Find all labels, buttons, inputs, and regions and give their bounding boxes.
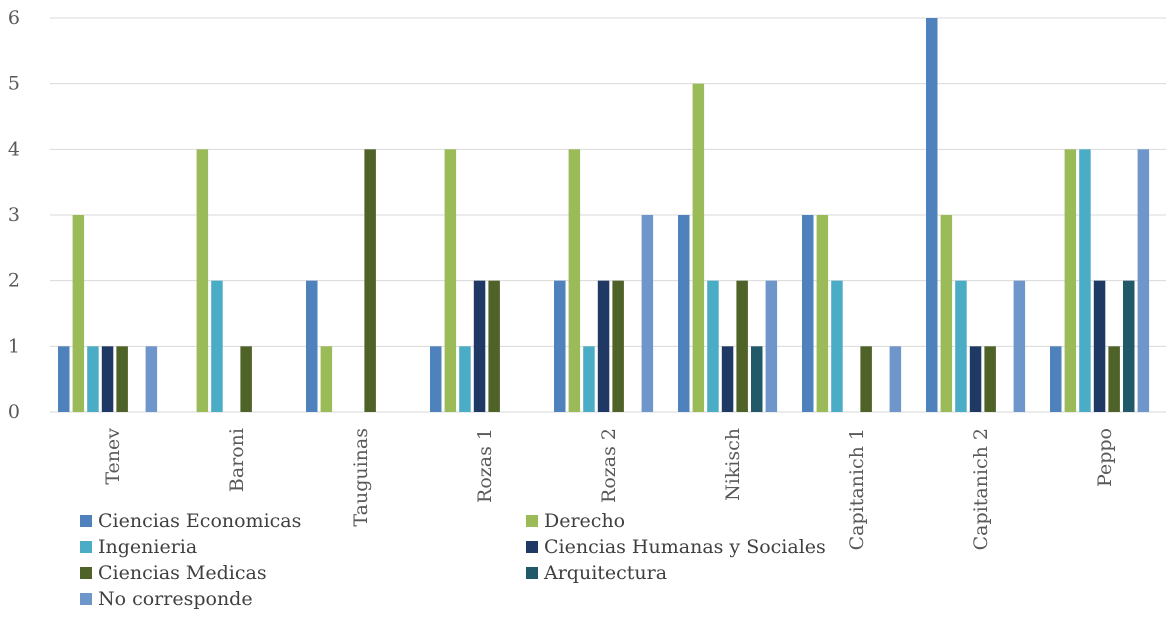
x-tick-label: Tauguinas [350, 428, 372, 527]
legend: Ciencias Economicas Derecho Ingenieria Cien… [80, 508, 880, 613]
y-tick-label: 5 [8, 73, 20, 95]
legend-item: Ingenieria [80, 534, 197, 560]
bar [678, 215, 690, 412]
bar [597, 280, 610, 412]
legend-item: Derecho [526, 508, 625, 534]
bar [145, 346, 158, 412]
bar [211, 280, 223, 412]
y-tick-label: 3 [8, 204, 20, 226]
bar [444, 149, 457, 413]
bar [583, 346, 595, 412]
bar [860, 346, 872, 412]
bar [831, 280, 843, 412]
x-axis-labels: Tenev Baroni Tauguinas Rozas 1 Rozas 2 Nikisc… [102, 428, 1116, 551]
bar [87, 346, 99, 412]
bar [969, 346, 982, 412]
bar [1064, 149, 1077, 413]
bar [1050, 346, 1062, 412]
bar [1137, 149, 1150, 413]
x-tick-label: Rozas 1 [474, 428, 496, 503]
legend-swatch [526, 567, 538, 579]
legend-item: Ciencias Economicas [80, 508, 301, 534]
y-tick-label: 0 [8, 401, 20, 423]
bar [58, 346, 70, 412]
legend-swatch [80, 593, 92, 605]
bar [984, 346, 996, 412]
bar [1013, 280, 1026, 412]
bar [568, 149, 581, 413]
y-axis-ticks: 0 1 2 3 4 5 6 [8, 7, 20, 423]
x-tick-label: Tenev [102, 428, 124, 485]
bar [889, 346, 902, 412]
bar [736, 280, 748, 412]
x-tick-label: Capitanich 1 [846, 428, 868, 550]
bar [1093, 280, 1106, 412]
x-tick-label: Rozas 2 [598, 428, 620, 503]
legend-swatch [526, 541, 538, 553]
bar [101, 346, 114, 412]
x-tick-label: Baroni [226, 428, 248, 492]
bar [926, 18, 938, 412]
bar [721, 346, 734, 412]
bar [306, 280, 318, 412]
bar [940, 215, 953, 412]
bars [58, 18, 1150, 413]
y-tick-label: 2 [8, 270, 20, 292]
bar [802, 215, 814, 412]
legend-label: Arquitectura [544, 562, 668, 584]
bar [1123, 280, 1135, 412]
bar [707, 280, 719, 412]
legend-swatch [80, 515, 92, 527]
bar [641, 215, 654, 412]
bar [196, 149, 209, 413]
legend-item: Arquitectura [526, 560, 667, 586]
legend-swatch [80, 567, 92, 579]
legend-label: Ciencias Humanas y Sociales [544, 536, 826, 558]
bar [320, 346, 333, 412]
bar [364, 149, 376, 413]
bar [816, 215, 829, 412]
bar [72, 215, 85, 412]
bar [430, 346, 442, 412]
bar [692, 83, 705, 413]
y-tick-label: 4 [8, 138, 20, 160]
y-tick-label: 1 [8, 335, 20, 357]
legend-item: Ciencias Medicas [80, 560, 267, 586]
bar [751, 346, 763, 412]
x-tick-label: Peppo [1094, 428, 1116, 487]
bar [116, 346, 128, 412]
bar [240, 346, 252, 412]
bar [955, 280, 967, 412]
bar [459, 346, 471, 412]
bar [765, 280, 778, 412]
legend-item: No corresponde [80, 586, 253, 612]
bar [473, 280, 486, 412]
x-tick-label: Nikisch [722, 428, 744, 501]
bar [1079, 149, 1091, 413]
bar [554, 280, 566, 412]
y-tick-label: 6 [8, 7, 20, 29]
legend-label: Ciencias Economicas [98, 510, 302, 532]
legend-item: Ciencias Humanas y Sociales [526, 534, 826, 560]
legend-label: Ingenieria [98, 536, 198, 558]
legend-label: No corresponde [98, 588, 253, 610]
legend-label: Ciencias Medicas [98, 562, 267, 584]
bar [612, 280, 624, 412]
legend-swatch [526, 515, 538, 527]
legend-swatch [80, 541, 92, 553]
legend-label: Derecho [544, 510, 626, 532]
x-tick-label: Capitanich 2 [970, 428, 992, 550]
bar [1108, 346, 1120, 412]
bar [488, 280, 500, 412]
